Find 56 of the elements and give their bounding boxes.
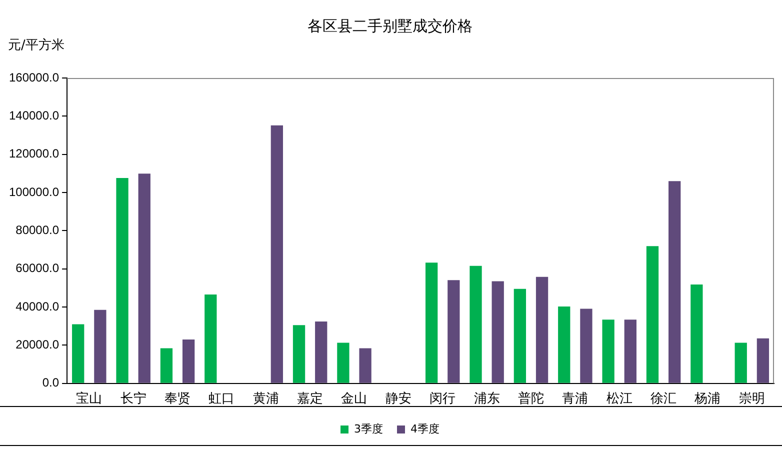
bar	[690, 284, 703, 383]
bar	[470, 266, 482, 383]
y-tick-label: 80000.0	[16, 223, 60, 238]
bar	[359, 348, 372, 383]
bar	[270, 125, 283, 383]
bar	[646, 246, 659, 383]
bar	[315, 322, 328, 383]
bar	[624, 320, 636, 383]
bar	[448, 280, 460, 383]
bar	[138, 174, 150, 383]
bar	[734, 342, 747, 383]
chart-title: 各区县二手别墅成交价格	[308, 16, 472, 35]
x-tick-label: 闵行	[430, 392, 456, 407]
x-tick-label: 静安	[385, 390, 412, 407]
bar	[160, 348, 173, 383]
bar	[72, 324, 84, 383]
y-tick-label: 0.0	[42, 376, 60, 390]
legend-label: 4季度	[410, 422, 440, 436]
bar	[514, 288, 526, 383]
x-tick-label: 长宁	[120, 390, 146, 407]
x-tick-label: 奉贤	[164, 392, 191, 407]
y-tick-label: 120000.0	[8, 146, 60, 161]
x-tick-label: 杨浦	[694, 392, 721, 407]
bar	[292, 325, 306, 383]
bar	[558, 306, 570, 383]
bar	[668, 181, 681, 383]
bar	[425, 262, 438, 383]
y-axis-title: 元/平方米	[8, 37, 64, 54]
bar	[116, 178, 128, 383]
bar	[182, 340, 195, 383]
bar	[602, 320, 614, 383]
legend-label: 3季度	[354, 422, 383, 436]
y-tick-label: 60000.0	[16, 261, 60, 276]
y-tick-label: 140000.0	[8, 108, 60, 122]
x-tick-label: 虹口	[208, 392, 235, 407]
y-tick-label: 160000.0	[8, 70, 60, 84]
x-tick-label: 松江	[606, 392, 632, 407]
bar	[756, 338, 770, 383]
bar	[337, 342, 350, 383]
bar	[492, 281, 504, 383]
y-tick-label: 40000.0	[16, 299, 60, 314]
x-tick-label: 浦东	[474, 392, 500, 407]
bar	[536, 276, 548, 383]
y-tick-label: 20000.0	[16, 338, 60, 352]
x-tick-label: 宝山	[76, 390, 102, 407]
x-tick-label: 嘉定	[297, 392, 324, 407]
bar	[94, 310, 106, 383]
x-tick-label: 徐汇	[650, 392, 677, 407]
bar	[204, 294, 217, 383]
x-tick-label: 青浦	[562, 392, 588, 407]
x-tick-label: 崇明	[738, 392, 765, 407]
x-tick-label: 普陀	[518, 390, 544, 407]
bar	[580, 308, 592, 383]
y-tick-label: 100000.0	[8, 184, 60, 199]
x-tick-label: 黄浦	[252, 392, 279, 407]
x-tick-label: 金山	[341, 392, 368, 407]
